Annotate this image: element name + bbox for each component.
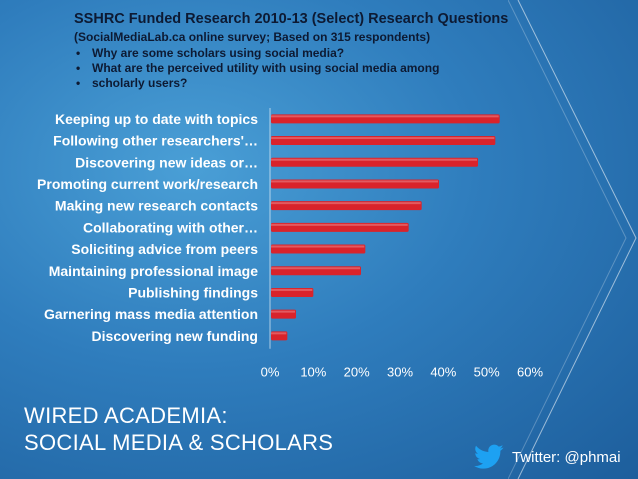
bar-highlight	[271, 267, 360, 270]
bar	[271, 309, 296, 319]
bar-highlight	[271, 288, 313, 291]
x-tick-label: 50%	[474, 365, 500, 380]
bar	[271, 266, 361, 276]
category-label: Maintaining professional image	[49, 263, 258, 279]
twitter-credit: Twitter: @phmai	[474, 444, 621, 470]
research-question-2-cont: scholarly users?	[74, 76, 614, 91]
chart-subtitle: (SocialMediaLab.ca online survey; Based …	[74, 30, 431, 44]
bar-highlight	[271, 158, 477, 161]
research-questions-list: Why are some scholars using social media…	[74, 46, 614, 91]
category-label: Publishing findings	[128, 284, 258, 300]
x-tick-label: 40%	[430, 365, 456, 380]
bar	[271, 222, 409, 232]
chart-header: SSHRC Funded Research 2010-13 (Select) R…	[74, 10, 614, 91]
bar-highlight	[271, 245, 365, 248]
corner-decoration	[508, 0, 637, 479]
twitter-bird-icon	[474, 444, 504, 469]
category-label: Following other researchers'…	[53, 133, 258, 149]
bar	[271, 287, 314, 297]
category-label: Soliciting advice from peers	[71, 241, 258, 257]
bar	[271, 114, 500, 124]
bar-highlight	[271, 332, 287, 335]
x-tick-label: 20%	[344, 365, 370, 380]
x-tick-label: 10%	[300, 365, 326, 380]
research-question-2: What are the perceived utility with usin…	[74, 61, 614, 76]
category-label: Collaborating with other…	[83, 219, 258, 235]
bar	[271, 179, 439, 189]
bar	[271, 331, 288, 341]
x-tick-label: 60%	[517, 365, 543, 380]
bar	[271, 201, 422, 211]
twitter-handle: Twitter: @phmai	[512, 448, 621, 466]
research-question-1: Why are some scholars using social media…	[74, 46, 614, 61]
category-label: Promoting current work/research	[37, 176, 258, 192]
chart-title: SSHRC Funded Research 2010-13 (Select) R…	[74, 11, 509, 27]
bar-highlight	[271, 115, 499, 118]
bar	[271, 136, 496, 146]
bar-highlight	[271, 310, 295, 313]
bar-highlight	[271, 202, 421, 205]
bar-chart: Keeping up to date with topics Following …	[37, 108, 543, 380]
presentation-title-line-1: WIRED ACADEMIA:	[24, 403, 228, 428]
bar-highlight	[271, 137, 495, 140]
presentation-title: WIRED ACADEMIA: SOCIAL MEDIA & SCHOLARS	[24, 402, 333, 456]
category-label: Garnering mass media attention	[44, 306, 258, 322]
category-label: Discovering new funding	[92, 328, 258, 344]
category-label: Discovering new ideas or…	[75, 154, 258, 170]
bar-highlight	[271, 180, 438, 183]
bar-highlight	[271, 223, 408, 226]
x-tick-label: 30%	[387, 365, 413, 380]
x-tick-label: 0%	[261, 365, 280, 380]
presentation-title-line-2: SOCIAL MEDIA & SCHOLARS	[24, 430, 334, 455]
bar	[271, 157, 478, 167]
bar	[271, 244, 366, 254]
category-label: Making new research contacts	[55, 198, 258, 214]
category-label: Keeping up to date with topics	[55, 111, 258, 127]
